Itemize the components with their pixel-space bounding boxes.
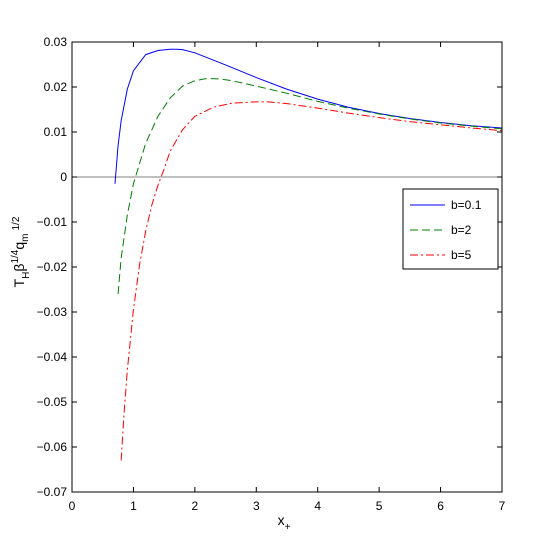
y-axis-label: THβ1/4qm 1/2 — [10, 216, 32, 287]
series-line-b5 — [120, 101, 503, 461]
ticks-layer — [71, 41, 503, 493]
tick-labels-layer: 0 1 2 3 4 5 6 7 −0.07 −0.06 −0.05 −0.04 −0.03 −0.02 −0… — [37, 35, 506, 513]
series-layer — [114, 48, 503, 461]
x-tick-label: 2 — [192, 499, 199, 513]
y-tick-label: 0.03 — [44, 35, 68, 49]
y-label-q-sub: m — [20, 234, 31, 242]
series-line-b2 — [117, 77, 503, 295]
legend-box — [402, 188, 499, 270]
y-label-q-sup: 1/2 — [11, 216, 22, 230]
y-label-beta-sup: 1/4 — [10, 249, 21, 263]
y-tick-label: −0.05 — [37, 395, 68, 409]
y-tick-label: −0.03 — [37, 305, 68, 319]
y-tick-label: −0.04 — [37, 350, 68, 364]
y-label-t-sub: H — [21, 272, 32, 279]
y-tick-label: −0.07 — [37, 485, 68, 499]
x-tick-label: 5 — [376, 499, 383, 513]
y-label-beta: β — [11, 264, 27, 272]
x-tick-label: 3 — [253, 499, 260, 513]
y-label-q: q — [11, 242, 27, 250]
legend-label-b5: b=5 — [451, 248, 472, 262]
x-tick-label: 4 — [314, 499, 321, 513]
x-tick-label: 0 — [69, 499, 76, 513]
legend-label-b0.1: b=0.1 — [451, 198, 482, 212]
y-tick-label: −0.06 — [37, 440, 68, 454]
x-tick-label: 1 — [130, 499, 137, 513]
x-axis-label: x+ — [278, 512, 291, 533]
x-axis-label-main: x — [278, 512, 285, 528]
y-tick-label: −0.02 — [37, 260, 68, 274]
y-tick-label: 0.01 — [44, 125, 68, 139]
x-axis-label-subscript: + — [285, 522, 291, 533]
y-tick-label: 0.02 — [44, 80, 68, 94]
y-tick-label: 0 — [60, 170, 67, 184]
legend: b=0.1 b=2 b=5 — [402, 188, 499, 270]
y-label-t: T — [11, 278, 27, 287]
legend-label-b2: b=2 — [451, 223, 472, 237]
x-tick-label: 7 — [499, 499, 506, 513]
x-tick-label: 6 — [437, 499, 444, 513]
y-tick-label: −0.01 — [37, 215, 68, 229]
